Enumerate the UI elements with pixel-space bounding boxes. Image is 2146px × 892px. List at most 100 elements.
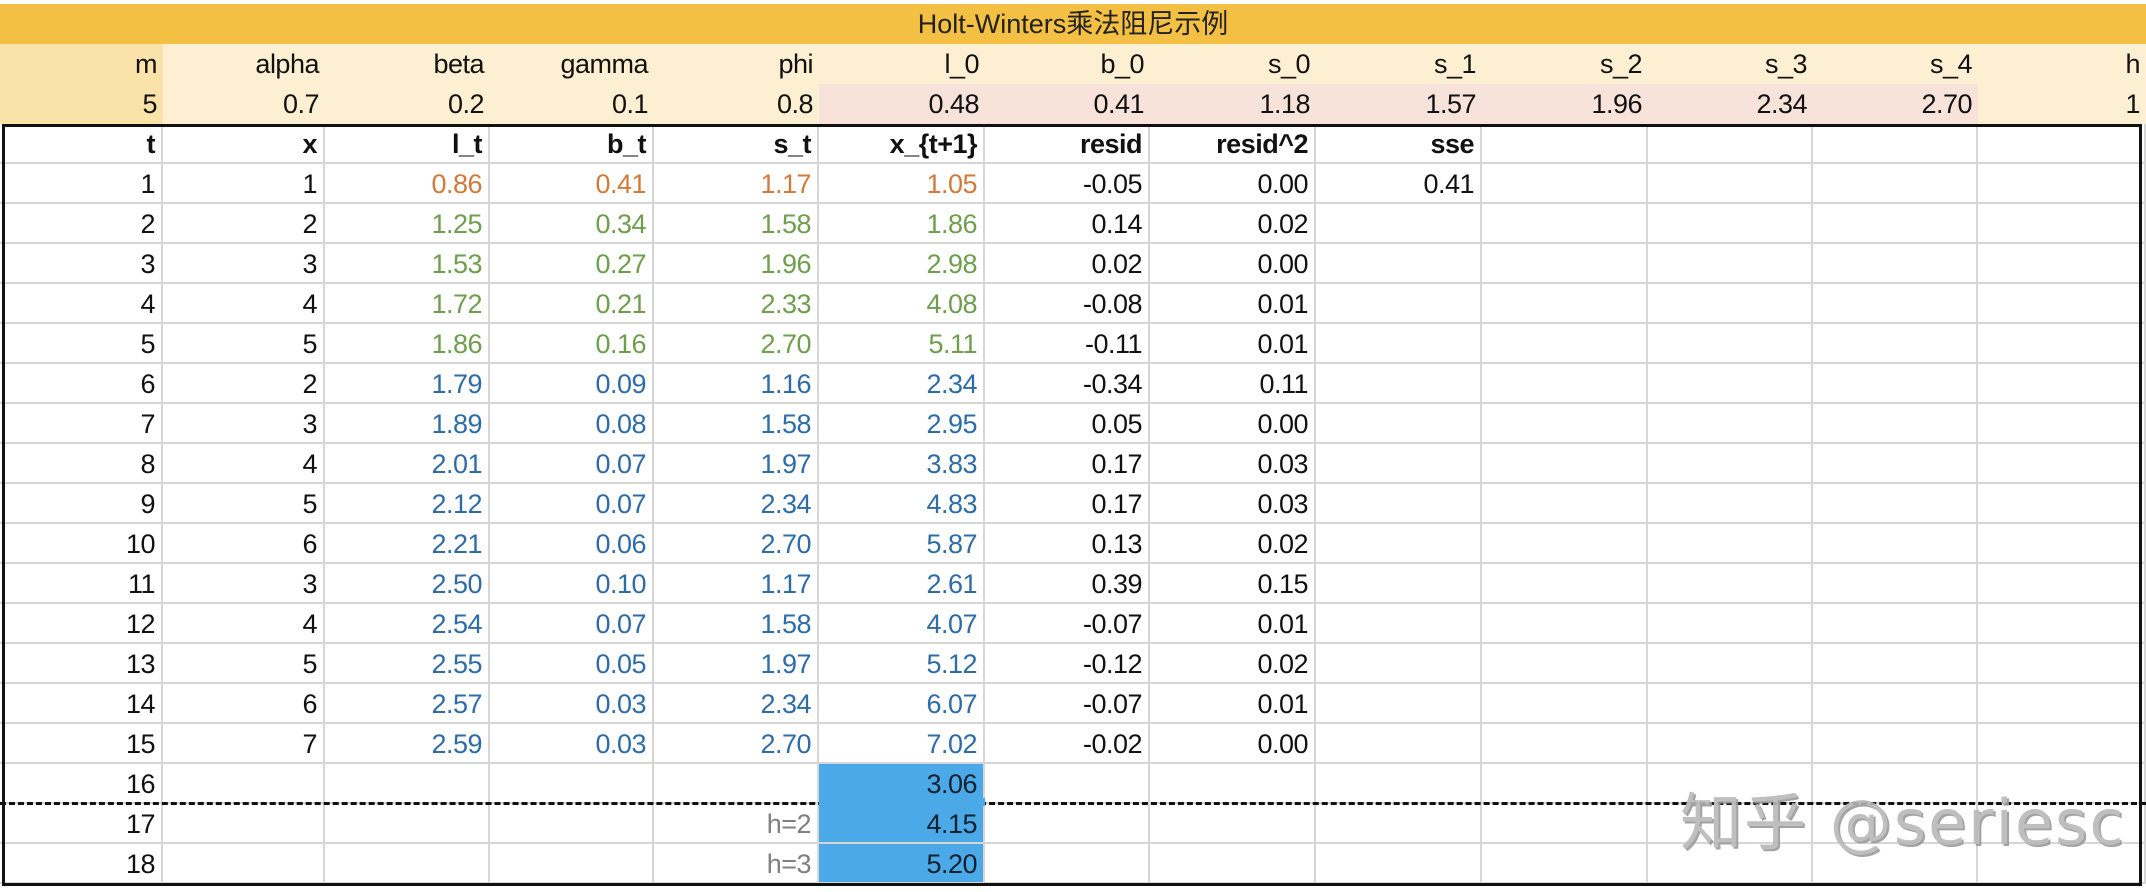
cell-s-t[interactable]: 2.34 <box>654 684 819 724</box>
cell-x[interactable]: 4 <box>163 604 325 644</box>
empty-cell[interactable] <box>1648 684 1813 724</box>
cell-resid-sq[interactable] <box>1150 844 1316 884</box>
empty-cell[interactable] <box>1978 444 2146 484</box>
cell-x-next[interactable]: 1.86 <box>819 204 985 244</box>
empty-cell[interactable] <box>1813 564 1978 604</box>
cell-resid[interactable]: 0.17 <box>985 484 1150 524</box>
cell-l-t[interactable]: 1.25 <box>325 204 490 244</box>
empty-cell[interactable] <box>1648 724 1813 764</box>
empty-cell[interactable] <box>1978 604 2146 644</box>
empty-cell[interactable] <box>1482 524 1648 564</box>
cell-s-t[interactable]: 2.70 <box>654 724 819 764</box>
param-header-h[interactable]: h <box>1978 44 2146 84</box>
empty-cell[interactable] <box>1978 804 2146 844</box>
param-header-l0[interactable]: l_0 <box>819 44 985 84</box>
empty-cell[interactable] <box>1813 764 1978 804</box>
cell-sse[interactable] <box>1316 324 1482 364</box>
cell-s-t[interactable]: 1.96 <box>654 244 819 284</box>
cell-l-t[interactable]: 1.89 <box>325 404 490 444</box>
cell-x-next[interactable]: 4.07 <box>819 604 985 644</box>
empty-cell[interactable] <box>1813 484 1978 524</box>
cell-sse[interactable] <box>1316 564 1482 604</box>
param-header-s1[interactable]: s_1 <box>1316 44 1482 84</box>
cell-s-t[interactable]: 2.70 <box>654 524 819 564</box>
empty-cell[interactable] <box>1648 244 1813 284</box>
cell-b-t[interactable]: 0.08 <box>490 404 654 444</box>
param-header-gamma[interactable]: gamma <box>490 44 654 84</box>
cell-t[interactable]: 11 <box>0 564 163 604</box>
col-header-sse[interactable]: sse <box>1316 124 1482 164</box>
cell-resid-sq[interactable] <box>1150 764 1316 804</box>
empty-cell[interactable] <box>1813 164 1978 204</box>
cell-b-t[interactable] <box>490 844 654 884</box>
cell-b-t[interactable]: 0.07 <box>490 484 654 524</box>
cell-resid[interactable]: 0.14 <box>985 204 1150 244</box>
cell-b-t[interactable]: 0.07 <box>490 604 654 644</box>
cell-x-next[interactable]: 2.95 <box>819 404 985 444</box>
col-header-t[interactable]: t <box>0 124 163 164</box>
cell-t[interactable]: 3 <box>0 244 163 284</box>
col-header-b-t[interactable]: b_t <box>490 124 654 164</box>
empty-cell[interactable] <box>1978 644 2146 684</box>
empty-cell[interactable] <box>1648 804 1813 844</box>
empty-cell[interactable] <box>1648 644 1813 684</box>
empty-cell[interactable] <box>1813 844 1978 884</box>
cell-resid[interactable]: 0.13 <box>985 524 1150 564</box>
empty-cell[interactable] <box>1978 524 2146 564</box>
cell-b-t[interactable]: 0.16 <box>490 324 654 364</box>
empty-cell[interactable] <box>1813 204 1978 244</box>
empty-cell[interactable] <box>1813 244 1978 284</box>
cell-s-t[interactable]: h=2 <box>654 804 819 844</box>
cell-s-t[interactable] <box>654 764 819 804</box>
cell-resid[interactable]: -0.07 <box>985 684 1150 724</box>
param-header-s2[interactable]: s_2 <box>1482 44 1648 84</box>
empty-cell[interactable] <box>1978 564 2146 604</box>
cell-t[interactable]: 17 <box>0 804 163 844</box>
param-header-b0[interactable]: b_0 <box>985 44 1150 84</box>
cell-t[interactable]: 14 <box>0 684 163 724</box>
empty-cell[interactable] <box>1648 284 1813 324</box>
empty-cell[interactable] <box>1978 164 2146 204</box>
cell-x-next[interactable]: 2.61 <box>819 564 985 604</box>
col-header-s-t[interactable]: s_t <box>654 124 819 164</box>
cell-resid-sq[interactable] <box>1150 804 1316 844</box>
cell-x-next[interactable]: 5.87 <box>819 524 985 564</box>
empty-cell[interactable] <box>1978 764 2146 804</box>
cell-x[interactable]: 1 <box>163 164 325 204</box>
empty-cell[interactable] <box>1813 724 1978 764</box>
cell-x[interactable]: 5 <box>163 324 325 364</box>
cell-b-t[interactable]: 0.07 <box>490 444 654 484</box>
cell-x-next[interactable]: 5.11 <box>819 324 985 364</box>
cell-l-t[interactable]: 2.55 <box>325 644 490 684</box>
cell-l-t[interactable]: 0.86 <box>325 164 490 204</box>
cell-s-t[interactable]: 1.97 <box>654 644 819 684</box>
empty-cell[interactable] <box>1648 204 1813 244</box>
cell-l-t[interactable]: 2.50 <box>325 564 490 604</box>
empty-cell[interactable] <box>1813 644 1978 684</box>
cell-s-t[interactable]: 1.97 <box>654 444 819 484</box>
cell-resid[interactable]: 0.17 <box>985 444 1150 484</box>
cell-s-t[interactable]: 1.58 <box>654 604 819 644</box>
cell-t[interactable]: 4 <box>0 284 163 324</box>
param-value-phi[interactable]: 0.8 <box>654 84 819 124</box>
cell-x[interactable]: 4 <box>163 284 325 324</box>
empty-cell[interactable] <box>1813 804 1978 844</box>
cell-s-t[interactable]: 1.17 <box>654 564 819 604</box>
cell-resid-sq[interactable]: 0.02 <box>1150 204 1316 244</box>
empty-cell[interactable] <box>1978 684 2146 724</box>
cell-sse[interactable]: 0.41 <box>1316 164 1482 204</box>
empty-cell[interactable] <box>1978 404 2146 444</box>
cell-t[interactable]: 7 <box>0 404 163 444</box>
cell-resid[interactable]: -0.02 <box>985 724 1150 764</box>
cell-b-t[interactable]: 0.03 <box>490 684 654 724</box>
empty-cell[interactable] <box>1813 444 1978 484</box>
cell-s-t[interactable]: 2.70 <box>654 324 819 364</box>
cell-resid[interactable]: -0.34 <box>985 364 1150 404</box>
empty-cell[interactable] <box>1482 484 1648 524</box>
cell-t[interactable]: 12 <box>0 604 163 644</box>
col-header-resid-sq[interactable]: resid^2 <box>1150 124 1316 164</box>
param-value-s3[interactable]: 2.34 <box>1648 84 1813 124</box>
param-header-s3[interactable]: s_3 <box>1648 44 1813 84</box>
cell-resid-sq[interactable]: 0.00 <box>1150 724 1316 764</box>
cell-b-t[interactable]: 0.06 <box>490 524 654 564</box>
